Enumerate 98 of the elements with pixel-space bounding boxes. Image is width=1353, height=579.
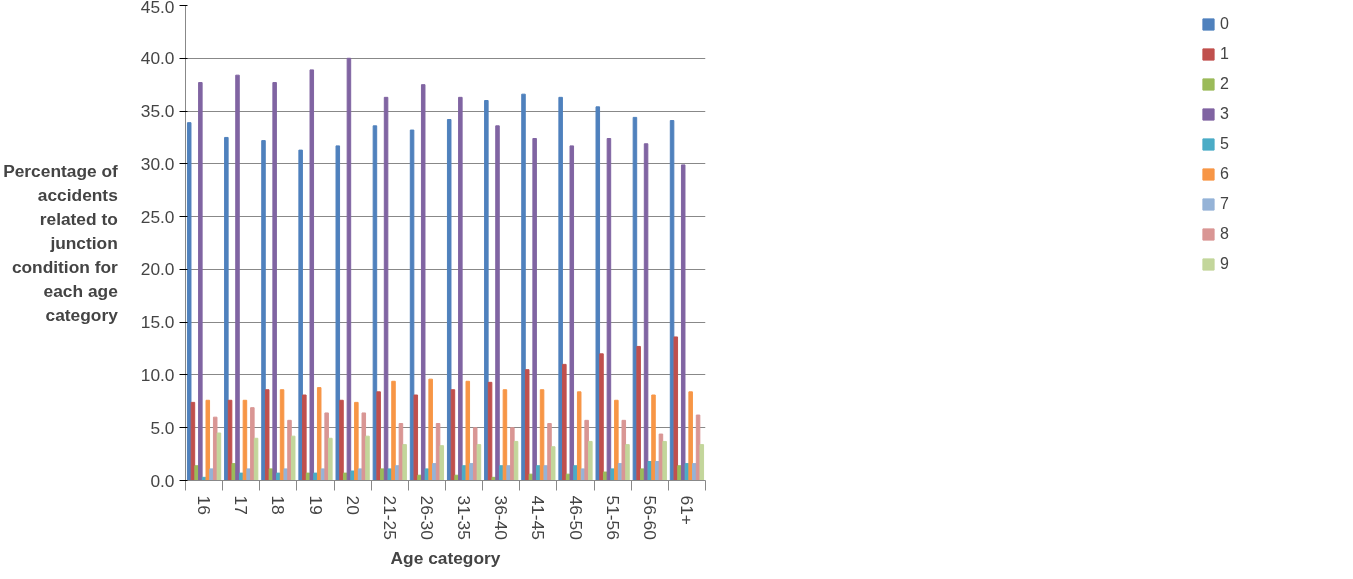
y-tick-label: 40.0	[140, 48, 175, 69]
bar	[361, 412, 367, 481]
bar	[484, 100, 489, 481]
bar	[205, 399, 211, 481]
x-tick-label: 61+	[676, 495, 697, 525]
x-tick-label: 31-35	[454, 495, 475, 540]
bar	[510, 427, 515, 481]
bar	[688, 391, 693, 481]
bar	[302, 394, 307, 481]
bar	[495, 125, 500, 481]
x-tick-label: 46-50	[565, 495, 586, 540]
bar	[272, 82, 277, 481]
bar	[465, 380, 471, 481]
bar	[391, 380, 396, 481]
bar	[224, 136, 229, 481]
bar	[261, 140, 266, 481]
legend-label: 0	[1220, 15, 1230, 33]
bar	[290, 435, 296, 481]
bar	[287, 419, 292, 481]
y-axis-title: Percentage of accidents related to junction condition for each age category	[3, 161, 119, 325]
bar	[472, 427, 478, 481]
x-tick-label: 21-25	[379, 495, 400, 540]
y-tick-label: 30.0	[140, 153, 175, 174]
legend-label: 3	[1220, 105, 1230, 123]
y-tick-label: 20.0	[140, 259, 175, 280]
x-tick-label: 16	[194, 495, 215, 515]
bar	[636, 345, 641, 481]
y-tick-label: 25.0	[140, 206, 175, 227]
bar	[569, 145, 575, 481]
bar	[584, 419, 589, 481]
y-tick-label: 10.0	[140, 364, 175, 385]
bar	[250, 407, 255, 481]
bar	[595, 106, 601, 481]
x-tick-label: 17	[231, 495, 252, 515]
legend-label: 6	[1220, 165, 1230, 183]
bar	[339, 399, 344, 481]
y-tick-label: 5.0	[150, 417, 175, 438]
bar	[576, 391, 582, 481]
bar	[651, 394, 656, 481]
bar	[699, 444, 705, 481]
bar	[458, 96, 463, 481]
legend-label: 5	[1220, 135, 1230, 153]
legend-label: 9	[1220, 255, 1230, 273]
x-tick-label: 51-56	[602, 495, 623, 540]
bar	[524, 369, 530, 481]
bar	[198, 82, 203, 481]
bar	[588, 440, 593, 481]
legend-label: 1	[1220, 45, 1230, 63]
bar	[335, 145, 341, 481]
bar	[324, 412, 329, 481]
bar	[238, 472, 244, 481]
x-axis-title: Age category	[390, 547, 501, 568]
bar	[402, 444, 407, 481]
x-tick-label: 19	[305, 495, 326, 515]
bar	[420, 84, 426, 481]
bar	[413, 394, 419, 481]
bar	[599, 353, 604, 481]
bar	[354, 401, 359, 481]
bar	[680, 164, 686, 481]
bar	[625, 444, 630, 481]
x-tick-label: 26-30	[416, 495, 437, 540]
bar	[621, 419, 627, 481]
bar	[562, 363, 567, 481]
bar	[558, 96, 563, 481]
bar	[212, 416, 218, 481]
bar	[439, 445, 445, 481]
x-tick-label: 20	[342, 495, 363, 515]
bar	[673, 336, 679, 481]
bar	[235, 74, 240, 481]
x-tick-label: 36-40	[491, 495, 512, 540]
bar	[428, 378, 433, 481]
x-tick-label: 56-60	[639, 495, 660, 540]
legend-label: 2	[1220, 75, 1230, 93]
bar	[298, 149, 303, 481]
bar	[547, 423, 552, 481]
bar	[316, 387, 322, 481]
y-tick-label: 15.0	[140, 312, 175, 333]
x-tick-label: 18	[268, 495, 289, 515]
y-tick-label: 45.0	[140, 0, 175, 17]
bar	[309, 69, 315, 481]
bar	[264, 389, 270, 481]
y-tick-label: 35.0	[140, 101, 175, 122]
bar	[186, 122, 192, 481]
legend-label: 7	[1220, 195, 1230, 213]
bar	[602, 471, 608, 481]
bar	[521, 93, 526, 481]
bar	[550, 446, 556, 481]
bar	[376, 391, 381, 481]
legend-label: 8	[1220, 225, 1230, 243]
y-tick-label: 0.0	[150, 470, 175, 491]
bar	[614, 399, 619, 481]
bar	[532, 138, 537, 481]
bar	[662, 440, 667, 481]
bar	[342, 472, 348, 481]
x-tick-label: 41-45	[528, 495, 549, 540]
bar	[328, 437, 333, 481]
bar	[446, 119, 452, 481]
bar	[365, 435, 370, 481]
